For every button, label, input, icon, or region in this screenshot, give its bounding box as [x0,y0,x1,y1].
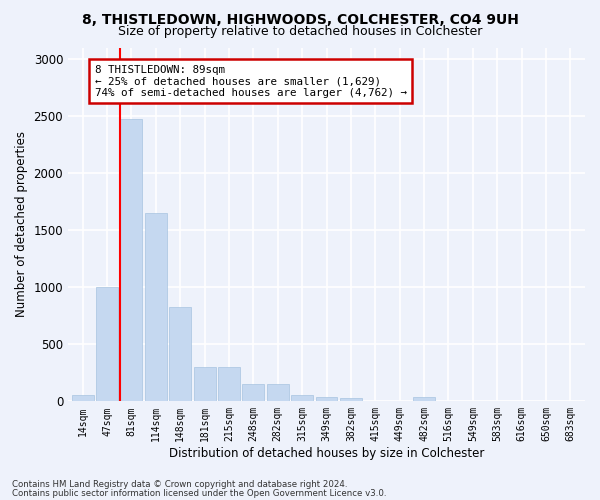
Y-axis label: Number of detached properties: Number of detached properties [15,132,28,318]
Bar [96,287,118,402]
Bar [121,120,142,402]
Bar [194,367,215,402]
Bar [340,398,362,402]
Bar [413,398,435,402]
Bar [169,306,191,402]
Text: Contains HM Land Registry data © Crown copyright and database right 2024.: Contains HM Land Registry data © Crown c… [12,480,347,489]
Bar [242,384,265,402]
Bar [218,367,240,402]
Bar [71,395,94,402]
X-axis label: Distribution of detached houses by size in Colchester: Distribution of detached houses by size … [169,447,484,460]
Text: Size of property relative to detached houses in Colchester: Size of property relative to detached ho… [118,25,482,38]
Text: 8, THISTLEDOWN, HIGHWOODS, COLCHESTER, CO4 9UH: 8, THISTLEDOWN, HIGHWOODS, COLCHESTER, C… [82,12,518,26]
Bar [145,213,167,402]
Bar [267,384,289,402]
Bar [291,395,313,402]
Text: Contains public sector information licensed under the Open Government Licence v3: Contains public sector information licen… [12,488,386,498]
Bar [316,398,337,402]
Text: 8 THISTLEDOWN: 89sqm
← 25% of detached houses are smaller (1,629)
74% of semi-de: 8 THISTLEDOWN: 89sqm ← 25% of detached h… [95,64,407,98]
